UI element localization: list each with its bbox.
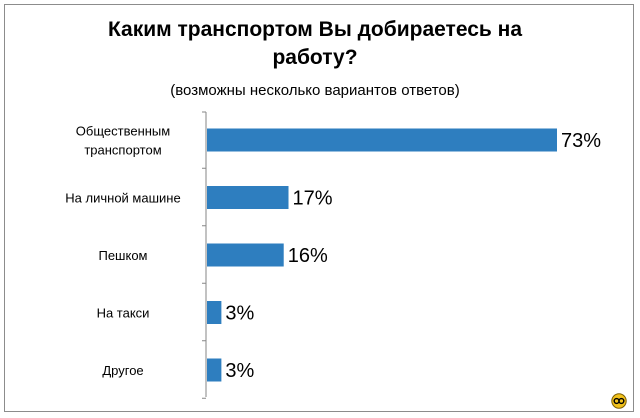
chart-frame	[4, 4, 634, 412]
value-label: 3%	[225, 360, 254, 382]
logo-icon	[611, 393, 627, 409]
value-label: 17%	[293, 188, 333, 210]
value-label: 73%	[561, 130, 601, 152]
bar	[207, 128, 557, 152]
value-label: 3%	[225, 303, 254, 325]
category-label: На такси	[97, 306, 150, 321]
category-label: На личной машине	[65, 191, 180, 206]
chart-title-line-1: Каким транспортом Вы добираетесь на	[107, 18, 523, 41]
chart-title: Каким транспортом Вы добираетесь на рабо…	[0, 16, 630, 72]
bar	[207, 301, 222, 324]
bar	[207, 358, 222, 382]
category-label: Пешком	[98, 248, 147, 263]
value-label: 16%	[288, 245, 328, 267]
category-label: Другое	[102, 363, 143, 378]
category-label: Общественным транспортом	[76, 124, 170, 158]
chart-subtitle: (возможны несколько вариантов ответов)	[170, 82, 460, 99]
chart-title-line-2: работу?	[272, 46, 358, 69]
bar	[207, 186, 289, 209]
bar	[207, 243, 284, 267]
